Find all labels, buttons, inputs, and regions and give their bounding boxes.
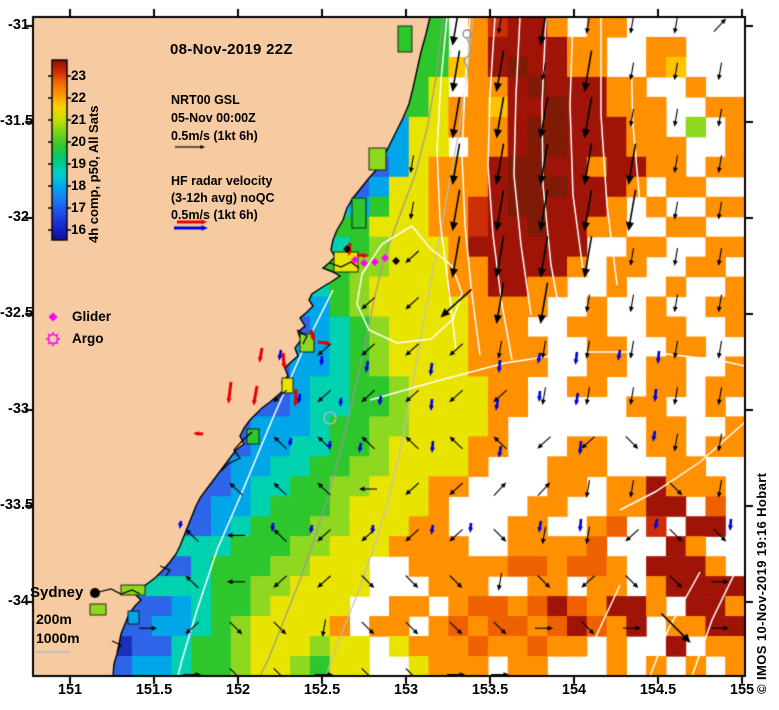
x-axis-tick-label: 154 <box>561 682 587 698</box>
x-axis-tick-label: 151.5 <box>135 682 173 698</box>
x-axis-tick-label: 151 <box>57 682 83 698</box>
y-axis-tick-label: -31 <box>8 17 29 33</box>
colorbar-tick-label: 23 <box>71 68 87 83</box>
y-axis-tick-label: -31.5 <box>0 113 34 129</box>
colorbar-tick-label: 17 <box>71 200 87 215</box>
colorbar-tick-label: 21 <box>71 112 87 127</box>
depth-label-1000m: 1000m <box>36 630 80 646</box>
x-axis-tick-label: 153 <box>393 682 419 698</box>
y-axis-tick-label: -32.5 <box>0 305 34 321</box>
x-axis-tick-label: 155 <box>729 682 755 698</box>
x-axis-tick-label: 152.5 <box>303 682 341 698</box>
colorbar-tick-label: 16 <box>71 222 87 237</box>
x-axis-tick-label: 153.5 <box>471 682 509 698</box>
hf-legend-line2: (3-12h avg) noQC <box>171 191 275 205</box>
x-axis-tick-label: 154.5 <box>639 682 677 698</box>
colorbar-tick-label: 22 <box>71 90 87 105</box>
city-label-sydney: Sydney <box>30 584 84 601</box>
y-axis-tick-label: -33 <box>8 401 29 417</box>
depth-label-200m: 200m <box>36 611 72 627</box>
gsl-legend-line3: 0.5m/s (1kt 6h) <box>171 129 258 143</box>
plot-title: 08-Nov-2019 22Z <box>170 41 293 58</box>
credit-text: © IMOS 10-Nov-2019 19:16 Hobart <box>754 472 769 694</box>
colorbar-tick-label: 20 <box>71 134 87 149</box>
hf-legend-line3: 0.5m/s (1kt 6h) <box>171 208 258 222</box>
colorbar-tick-label: 19 <box>71 156 87 171</box>
gsl-legend-line1: NRT00 GSL <box>171 93 240 107</box>
y-axis-tick-label: -33.5 <box>0 497 34 513</box>
argo-legend-label: Argo <box>72 331 104 346</box>
glider-legend-label: Glider <box>72 309 112 324</box>
y-axis-tick-label: -34 <box>8 593 29 609</box>
colorbar-tick-label: 18 <box>71 178 87 193</box>
y-axis-tick-label: -32 <box>8 209 29 225</box>
x-axis-tick-label: 152 <box>225 682 251 698</box>
gsl-legend-line2: 05-Nov 00:00Z <box>171 111 256 125</box>
hf-legend-line1: HF radar velocity <box>171 174 273 188</box>
